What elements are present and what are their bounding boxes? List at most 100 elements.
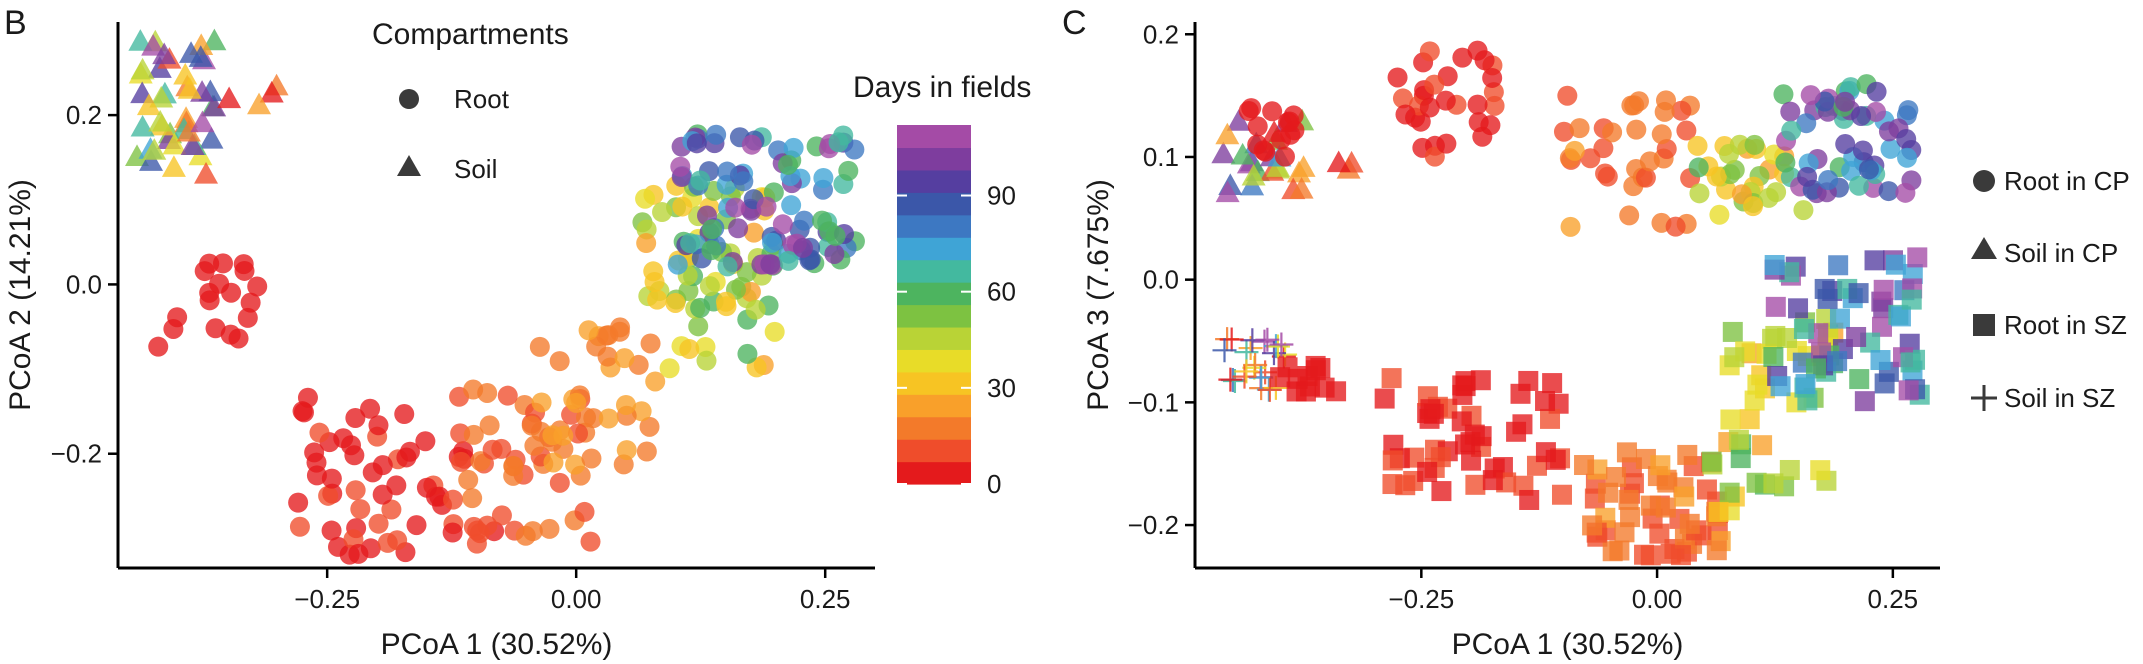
panel-c-circle-point [1671, 100, 1692, 121]
panel-b-circle-point [717, 161, 738, 182]
panel-c-square-point [1907, 247, 1928, 268]
panel-c-circle-point [1238, 100, 1259, 121]
panel-b-circle-point [462, 488, 483, 509]
panel-b-circle-point [479, 415, 500, 436]
panel-b-circle-point [463, 424, 484, 445]
panel-c-circle-point [1247, 134, 1268, 155]
panel-b-triangle-point [130, 57, 155, 80]
panel-b-circle-point [399, 441, 420, 462]
panel-c-y-tick-label: −0.2 [1128, 510, 1179, 540]
colorbar-band [897, 416, 971, 440]
panel-c-circle-point [1835, 134, 1856, 155]
panel-b-circle-point [360, 398, 381, 419]
panel-c-square-point [1890, 306, 1911, 327]
panel-c-circle-point [1628, 91, 1649, 112]
panel-c-letter: C [1062, 4, 1087, 42]
panel-c-circle-point [1435, 90, 1456, 111]
panel-b-circle-point [715, 291, 736, 312]
panel-b-triangle-point [161, 155, 186, 177]
panel-b-triangle-point [188, 45, 213, 67]
panel-b-triangle-point [217, 86, 242, 109]
panel-b-circle-point [529, 336, 550, 357]
panel-c-square-point [1618, 489, 1639, 510]
panel-c-circle-point [1419, 97, 1440, 118]
colorbar-tick-label: 30 [987, 373, 1016, 403]
panel-c-circle-point [1557, 85, 1578, 106]
panel-c-circle-point [1635, 167, 1656, 188]
panel-b-circle-point [699, 276, 720, 297]
panel-c-square-point [1655, 497, 1676, 518]
panel-b-circle-point [733, 171, 754, 192]
panel-b-circle-point [690, 297, 711, 318]
panel-c-circle-point [1800, 85, 1821, 106]
colorbar-band [897, 371, 971, 395]
panel-c-square-point [1620, 507, 1641, 528]
panel-b-circle-point [321, 520, 342, 541]
panel-c-square-point [1431, 481, 1452, 502]
panel-b-triangle-point [128, 29, 153, 51]
panel-b-circle-point [372, 455, 393, 476]
panel-b-circle-point [233, 254, 254, 275]
panel-b-circle-point [647, 289, 668, 310]
panel-c-circle-point [1424, 146, 1445, 167]
panel-b-circle-point [597, 346, 618, 367]
panel-c-square-point [1461, 450, 1482, 471]
panel-b-circle-point [350, 499, 371, 520]
panel-b-y-tick-label: 0.2 [66, 100, 102, 130]
panel-b-circle-point [616, 440, 637, 461]
panel-c-plus-point [1252, 329, 1277, 354]
panel-b-circle-point [205, 318, 226, 339]
panel-b-circle-point [543, 452, 564, 473]
panel-c-circle-point [1452, 47, 1473, 68]
panel-b-circle-point [148, 336, 169, 357]
panel-b-circle-point [690, 170, 711, 191]
panel-b-circle-point [318, 485, 339, 506]
panel-c-square-point [1297, 366, 1318, 387]
colorbar-title: Days in fields [853, 71, 1031, 104]
panel-b-circle-point [825, 225, 846, 246]
panel-c-x-tick-label: 0.00 [1632, 584, 1683, 614]
panel-c-square-point [1614, 522, 1635, 543]
panel-c-circle-point [1848, 175, 1869, 196]
legend-soil-sz-label: Soil in SZ [2004, 383, 2115, 413]
panel-c-square-point [1696, 479, 1717, 500]
panel-c-circle-point [1655, 90, 1676, 111]
panel-b-circle-point [387, 530, 408, 551]
panel-b-triangle-point [142, 138, 167, 160]
panel-c-square-point [1535, 390, 1556, 411]
panel-c-circle-point [1553, 121, 1574, 142]
panel-c-plus-point [1265, 334, 1290, 359]
panel-b-plot: −0.25 0.00 0.25 −0.2 0.0 0.2 PCoA 1 (30.52%)… [4, 22, 875, 661]
panel-b-circle-point [580, 531, 601, 552]
panel-b-circle-point [636, 441, 657, 462]
panel-b-circle-point [194, 261, 215, 282]
colorbar-band [897, 169, 971, 193]
panel-b-circle-point [645, 371, 666, 392]
panel-c-square-point [1374, 388, 1395, 409]
panel-c-triangle-point [1215, 122, 1240, 145]
panel-c-square-point [1598, 482, 1619, 503]
panel-c-square-point [1670, 545, 1691, 566]
panel-c-square-point [1747, 374, 1768, 395]
panel-b-circle-point [725, 197, 746, 218]
panel-b-circle-point [522, 521, 543, 542]
panel-b-circle-point [531, 392, 552, 413]
panel-b-x-tick-label: −0.25 [294, 584, 360, 614]
panel-c-circle-point [1392, 88, 1413, 109]
panel-b-circle-point [737, 343, 758, 364]
panel-b-circle-point [644, 271, 665, 292]
panel-b-triangle-point [180, 133, 205, 156]
panel-c-square-point [1465, 474, 1486, 495]
panel-c-square-point [1518, 370, 1539, 391]
panel-c-square-point [1542, 373, 1563, 394]
colorbar-tick-label: 90 [987, 181, 1016, 211]
panel-b-y-axis-title: PCoA 2 (14.21%) [4, 179, 37, 411]
legend-root-circle-icon [399, 89, 419, 109]
legend-compartments: Compartments Root Soil [372, 18, 569, 184]
panel-c-circle-point [1467, 94, 1488, 115]
colorbar-band [897, 349, 971, 373]
panel-c-square-point [1452, 384, 1473, 405]
panel-b-circle-point [679, 339, 700, 360]
panel-c-square-point [1854, 391, 1875, 412]
